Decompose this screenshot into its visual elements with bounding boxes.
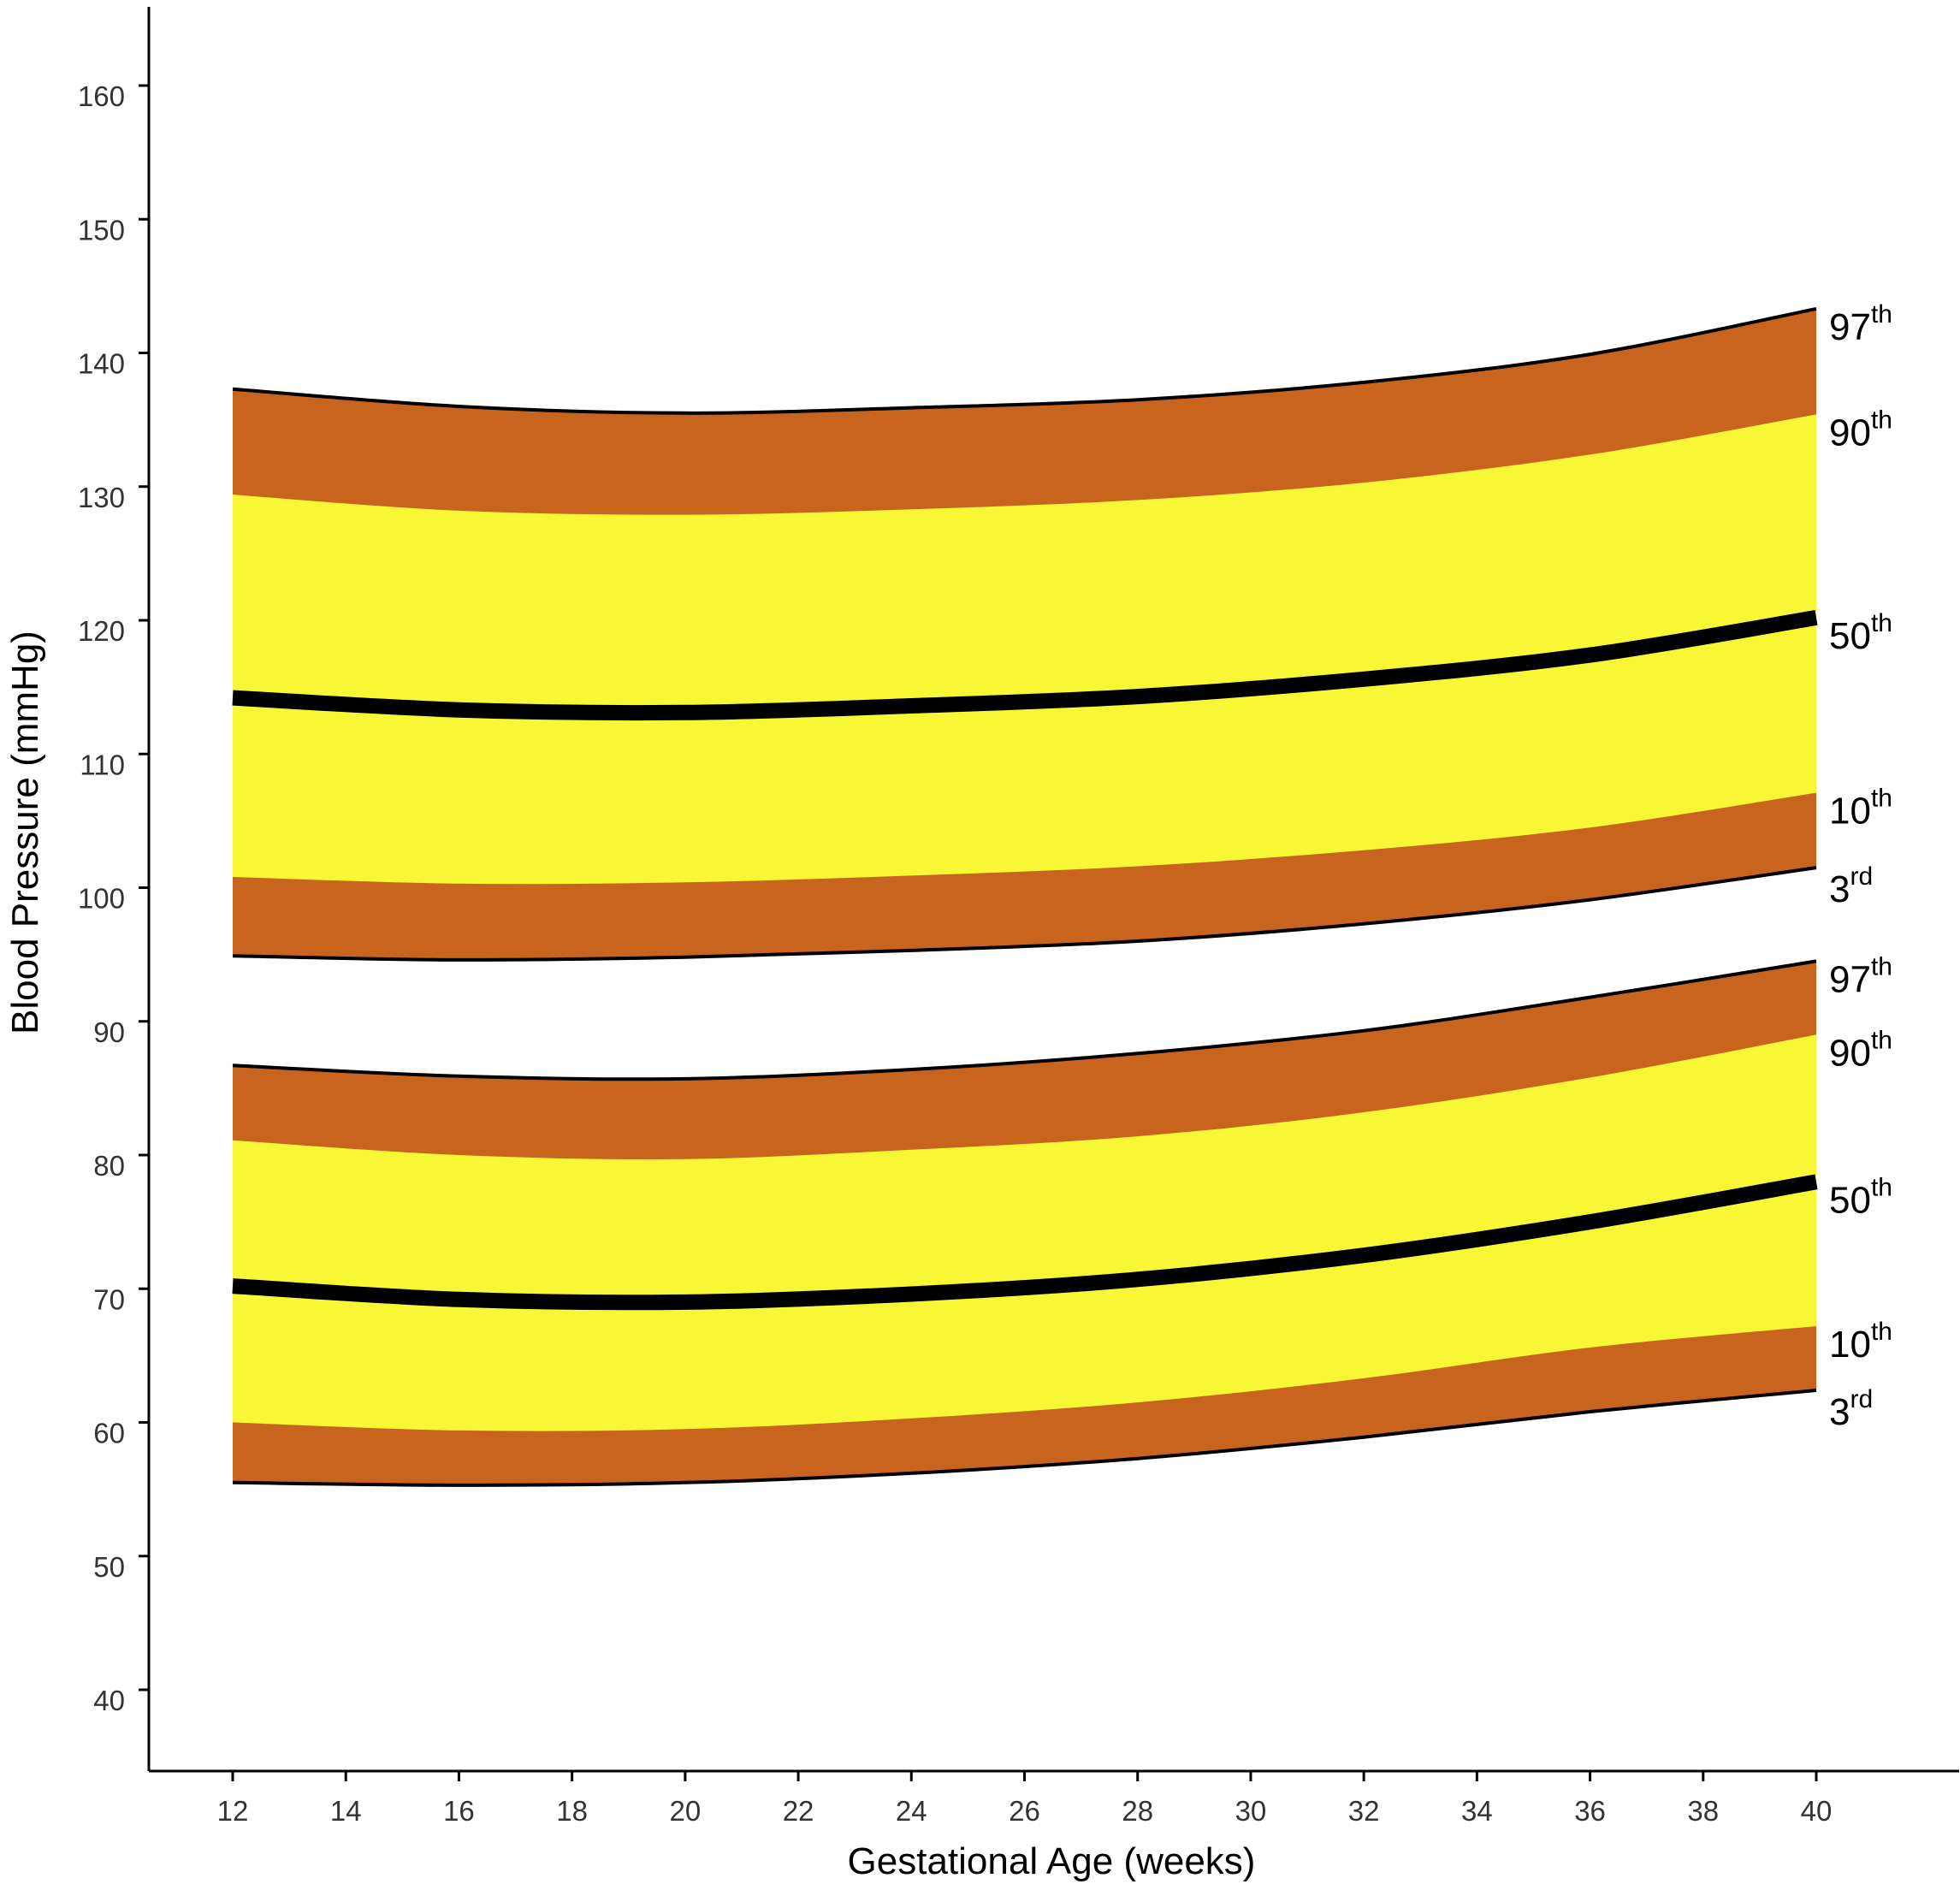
y-tick-label: 120	[78, 615, 125, 647]
x-tick-label: 34	[1461, 1795, 1493, 1827]
y-tick-label: 90	[93, 1016, 125, 1048]
upper-label-10th: 10th	[1829, 785, 1892, 832]
x-tick-label: 14	[330, 1795, 362, 1827]
y-tick-label: 150	[78, 214, 125, 246]
x-tick-label: 38	[1687, 1795, 1719, 1827]
lower-3rd-line	[232, 1389, 1817, 1487]
upper-label-50th: 50th	[1829, 609, 1892, 657]
lower-inner-band	[233, 1034, 1816, 1431]
x-tick-label: 16	[443, 1795, 475, 1827]
percentile-bands	[233, 308, 1816, 1485]
upper-label-97th: 97th	[1829, 300, 1892, 348]
upper-label-90th: 90th	[1829, 406, 1892, 453]
y-tick-label: 130	[78, 482, 125, 513]
y-tick-label: 100	[78, 883, 125, 915]
x-tick-label: 28	[1122, 1795, 1153, 1827]
y-tick-label: 70	[93, 1283, 125, 1315]
x-tick-label: 32	[1348, 1795, 1380, 1827]
x-axis-title: Gestational Age (weeks)	[848, 1840, 1256, 1882]
lower-label-90th: 90th	[1829, 1026, 1892, 1074]
upper-3rd-line	[232, 866, 1817, 962]
upper-50th-line	[232, 610, 1818, 721]
lower-50th-line	[232, 1174, 1818, 1311]
percentile-labels: 97th 90th 50th 10th 3rd 97th 90th 50th 10th 3rd	[1829, 300, 1892, 1433]
y-tick-label: 160	[78, 80, 125, 112]
x-tick-label: 12	[217, 1795, 249, 1827]
y-tick-label: 50	[93, 1551, 125, 1583]
lower-label-97th: 97th	[1829, 952, 1892, 1000]
lower-label-3rd: 3rd	[1829, 1385, 1873, 1433]
x-tick-label: 26	[1009, 1795, 1040, 1827]
x-tick-label: 18	[556, 1795, 588, 1827]
upper-label-3rd: 3rd	[1829, 862, 1873, 910]
lower-97th-line	[232, 959, 1817, 1081]
x-tick-label: 24	[896, 1795, 927, 1827]
lower-label-10th: 10th	[1829, 1318, 1892, 1366]
percentile-lines	[232, 306, 1818, 1487]
y-tick-label: 80	[93, 1150, 125, 1182]
x-tick-label: 40	[1801, 1795, 1833, 1827]
x-tick-label: 20	[669, 1795, 701, 1827]
lower-label-50th: 50th	[1829, 1173, 1892, 1221]
y-tick-label: 140	[78, 348, 125, 380]
y-tick-label: 110	[80, 749, 125, 780]
x-tick-label: 36	[1574, 1795, 1606, 1827]
y-axis-title: Blood Pressure (mmHg)	[4, 631, 46, 1034]
y-tick-label: 40	[93, 1685, 125, 1716]
upper-inner-band	[233, 414, 1816, 885]
upper-97th-line	[232, 306, 1817, 415]
x-tick-label: 30	[1235, 1795, 1267, 1827]
y-tick-label: 60	[93, 1418, 125, 1449]
x-axis-ticks: 12 14 16 18 20 22 24 26 28 30 32 34 36 38 40	[217, 1771, 1833, 1827]
x-tick-label: 22	[783, 1795, 814, 1827]
y-axis-ticks: 40 50 60 70 80 90 100 110 120 130 140 150 160	[78, 80, 149, 1716]
